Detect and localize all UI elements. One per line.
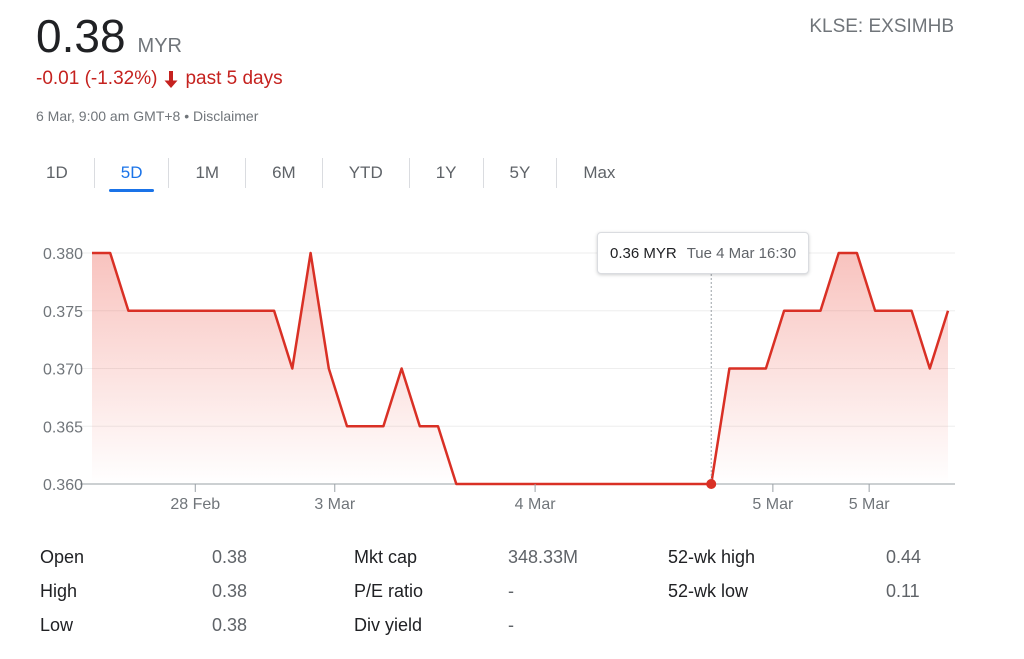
hover-tooltip: 0.36 MYR Tue 4 Mar 16:30: [597, 232, 810, 274]
price-line: [92, 251, 950, 486]
tab-divider: [93, 158, 95, 188]
y-tick-label: 0.365: [43, 419, 83, 436]
price-change-row: -0.01 (-1.32%) past 5 days: [36, 68, 283, 90]
quote-timestamp: 6 Mar, 9:00 am GMT+8: [36, 108, 181, 124]
stat-label-low: Low: [40, 615, 74, 635]
tab-5y[interactable]: 5Y: [509, 163, 531, 182]
price-chart-svg[interactable]: 0.380 0.375 0.370 0.365 0.360 28 Feb 3 Mar 4 M…: [0, 210, 1024, 530]
tab-divider: [556, 158, 558, 188]
stat-value-mkt-cap: 348.33M: [508, 547, 579, 567]
currency-code: MYR: [137, 35, 182, 57]
stat-label-mkt-cap: Mkt cap: [354, 547, 418, 567]
y-tick-label: 0.380: [43, 246, 83, 263]
stat-value-pe-ratio: -: [508, 581, 514, 601]
stat-label-open: Open: [40, 547, 85, 567]
stat-value-52wk-high: 0.44: [886, 547, 922, 567]
ticker-symbol: KLSE: EXSIMHB: [809, 16, 954, 37]
tab-ytd[interactable]: YTD: [348, 163, 383, 182]
stat-value-open: 0.38: [212, 547, 248, 567]
quote-meta: 6 Mar, 9:00 am GMT+8 • Disclaimer: [36, 108, 258, 124]
meta-separator: •: [184, 108, 190, 124]
price-row: 0.38 MYR: [36, 8, 182, 64]
arrow-down-icon: [164, 71, 178, 88]
tab-divider: [408, 158, 410, 188]
price-change: -0.01 (-1.32%): [36, 68, 158, 89]
stat-value-div-yield: -: [508, 615, 514, 635]
tab-divider: [245, 158, 247, 188]
tab-divider: [321, 158, 323, 188]
stat-label-52wk-high: 52-wk high: [668, 547, 756, 567]
tooltip-time: Tue 4 Mar 16:30: [686, 244, 797, 262]
tab-1d[interactable]: 1D: [46, 163, 68, 182]
tab-5d[interactable]: 5D: [95, 150, 169, 196]
tab-1m[interactable]: 1M: [195, 163, 220, 182]
y-tick-label: 0.370: [43, 362, 83, 379]
y-tick-label: 0.375: [43, 304, 83, 321]
stat-label-52wk-low: 52-wk low: [668, 581, 749, 601]
tab-divider: [168, 158, 170, 188]
current-price: 0.38: [36, 10, 126, 62]
tab-1y[interactable]: 1Y: [435, 163, 457, 182]
change-period: past 5 days: [185, 68, 283, 89]
stat-value-52wk-low: 0.11: [886, 581, 920, 601]
stat-label-div-yield: Div yield: [354, 615, 423, 635]
disclaimer-link[interactable]: Disclaimer: [193, 108, 259, 124]
price-area: [92, 253, 948, 484]
x-tick-label: 28 Feb: [170, 496, 220, 513]
tab-divider: [482, 158, 484, 188]
y-tick-label: 0.360: [43, 477, 83, 494]
stat-value-high: 0.38: [212, 581, 248, 601]
tooltip-price: 0.36 MYR: [610, 244, 677, 262]
x-tick-label: 4 Mar: [515, 496, 557, 513]
x-tick-label: 3 Mar: [314, 496, 356, 513]
stat-label-high: High: [40, 581, 78, 601]
stat-value-low: 0.38: [212, 615, 248, 635]
x-tick-label: 5 Mar: [752, 496, 794, 513]
tab-6m[interactable]: 6M: [272, 163, 296, 182]
tab-max[interactable]: Max: [583, 163, 616, 182]
price-chart[interactable]: 0.380 0.375 0.370 0.365 0.360 28 Feb 3 Mar 4 M…: [0, 210, 1024, 530]
range-tabs: 1D 5D 1M 6M YTD 1Y 5Y Max: [20, 150, 641, 196]
x-tick-label: 5 Mar: [849, 496, 891, 513]
hover-point: [706, 479, 717, 489]
stat-label-pe-ratio: P/E ratio: [354, 581, 424, 601]
